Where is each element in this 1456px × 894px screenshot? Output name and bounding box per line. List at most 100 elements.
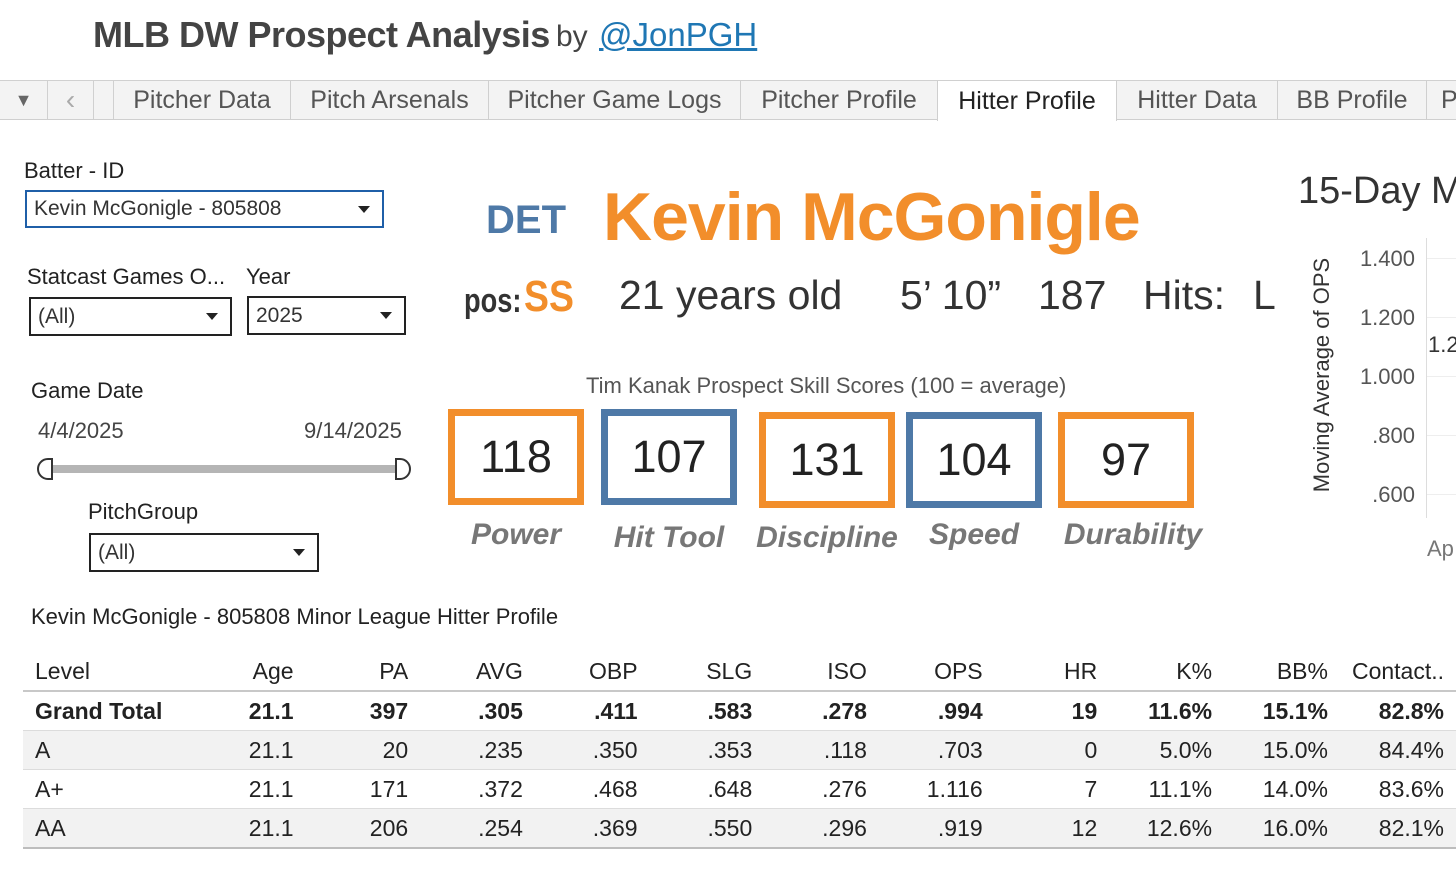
cell-age: 21.1 (248, 814, 294, 841)
cell-contact: 82.8% (1378, 697, 1444, 724)
cell-iso: .278 (822, 697, 867, 724)
statcast-games-value: (All) (38, 304, 76, 328)
discipline-score-box: 131 (759, 412, 895, 508)
date-start: 4/4/2025 (38, 418, 124, 443)
cell-age: 21.1 (248, 775, 294, 802)
cell-hr: 7 (1084, 775, 1098, 802)
column-header-iso[interactable]: ISO (827, 657, 867, 684)
cell-pa: 20 (382, 736, 409, 763)
power-score-box: 118 (448, 409, 584, 505)
cell-pa: 206 (369, 814, 409, 841)
hitter-profile-table: Level Age PA AVG OBP SLG ISO OPS HR K% B… (23, 652, 1456, 849)
column-header-hr[interactable]: HR (1064, 657, 1098, 684)
cell-bb-pct: 14.0% (1262, 775, 1328, 802)
cell-obp: .350 (592, 736, 638, 763)
table-row: AA 21.1 206 .254 .369 .550 .296 .919 12 … (23, 808, 1456, 848)
pitchgroup-value: (All) (98, 540, 136, 564)
tab-pitcher-game-logs[interactable]: Pitcher Game Logs (489, 81, 741, 119)
cell-obp: .411 (594, 697, 638, 724)
tab-pitcher-data[interactable]: Pitcher Data (114, 81, 291, 119)
chart-y-axis (1426, 238, 1427, 518)
discipline-label: Discipline (756, 521, 898, 554)
column-header-slg[interactable]: SLG (706, 657, 753, 684)
tab-hitter-profile[interactable]: Hitter Profile (937, 81, 1117, 121)
gridline (1427, 317, 1456, 318)
caret-down-icon (206, 313, 218, 320)
cell-pa: 171 (369, 775, 409, 802)
year-value: 2025 (256, 303, 303, 327)
tab-bar: ▼ ‹ Pitcher Data Pitch Arsenals Pitcher … (0, 80, 1456, 121)
batter-value: Kevin McGonigle - 805808 (34, 197, 282, 220)
pitchgroup-dropdown[interactable]: (All) (89, 533, 319, 572)
column-header-age[interactable]: Age (252, 657, 294, 684)
cell-pa: 397 (369, 697, 409, 724)
hits-label: Hits: (1143, 272, 1225, 318)
batter-dropdown[interactable]: Kevin McGonigle - 805808 (25, 190, 384, 228)
cell-avg: .372 (478, 775, 523, 802)
batter-label: Batter - ID (24, 158, 125, 183)
date-slider-track[interactable] (42, 465, 402, 473)
hit-tool-label: Hit Tool (613, 521, 725, 554)
cell-slg: .648 (707, 775, 753, 802)
cell-level: A+ (35, 775, 64, 802)
hits-value: L (1253, 272, 1276, 318)
date-slider-start-handle[interactable] (37, 458, 53, 480)
cell-ops: .994 (937, 697, 983, 724)
cell-ops: .703 (937, 736, 983, 763)
column-header-obp[interactable]: OBP (588, 657, 638, 684)
year-label: Year (246, 264, 291, 289)
tab-scroll-left-button[interactable]: ‹ (48, 81, 94, 119)
game-date-label: Game Date (31, 378, 144, 403)
player-name: Kevin McGonigle (603, 179, 1141, 255)
column-header-bb-pct[interactable]: BB% (1276, 657, 1328, 684)
column-header-ops[interactable]: OPS (934, 657, 983, 684)
tab-pitcher-profile[interactable]: Pitcher Profile (741, 81, 938, 119)
table-row-grand-total: Grand Total 21.1 397 .305 .411 .583 .278… (23, 691, 1456, 731)
durability-score-box: 97 (1058, 412, 1194, 508)
column-header-pa[interactable]: PA (379, 657, 409, 684)
author-link[interactable]: @JonPGH (599, 16, 758, 53)
column-header-contact[interactable]: Contact.. (1351, 657, 1444, 684)
cell-bb-pct: 15.1% (1262, 697, 1328, 724)
skill-scores-title: Tim Kanak Prospect Skill Scores (100 = a… (586, 373, 1067, 398)
position-value: SS (524, 272, 574, 321)
cell-age: 21.1 (248, 697, 294, 724)
column-header-level[interactable]: Level (35, 657, 90, 684)
cell-bb-pct: 15.0% (1262, 736, 1328, 763)
cell-k-pct: 5.0% (1159, 736, 1213, 763)
cell-ops: .919 (937, 814, 983, 841)
power-label: Power (470, 518, 562, 551)
tab-hitter-data[interactable]: Hitter Data (1117, 81, 1278, 119)
caret-down-icon (293, 549, 305, 556)
cell-iso: .296 (822, 814, 867, 841)
y-tick-label: .600 (1372, 482, 1415, 507)
tab-pitch-arsenals[interactable]: Pitch Arsenals (291, 81, 489, 119)
cell-iso: .118 (823, 736, 867, 763)
cell-slg: .550 (707, 814, 753, 841)
date-slider-end-handle[interactable] (395, 458, 411, 480)
table-row: A+ 21.1 171 .372 .468 .648 .276 1.116 7 … (23, 770, 1456, 809)
cell-hr: 19 (1071, 697, 1098, 724)
gridline (1427, 435, 1456, 436)
cell-iso: .276 (822, 775, 867, 802)
chart-data-label: 1.2 (1428, 332, 1456, 357)
y-tick-label: .800 (1372, 423, 1415, 448)
gridline (1427, 494, 1456, 495)
tab-menu-button[interactable]: ▼ (0, 81, 48, 119)
page-title: MLB DW Prospect Analysis (93, 14, 550, 55)
cell-avg: .254 (478, 814, 523, 841)
cell-slg: .353 (707, 736, 753, 763)
statcast-games-dropdown[interactable]: (All) (29, 297, 232, 336)
cell-ops: 1.116 (926, 775, 983, 802)
year-dropdown[interactable]: 2025 (247, 296, 406, 335)
tab-bb-profile[interactable]: BB Profile (1278, 81, 1427, 119)
cell-level: A (35, 736, 51, 763)
cell-slg: .583 (707, 697, 753, 724)
durability-label: Durability (1063, 518, 1203, 551)
statcast-games-label: Statcast Games O... (27, 264, 226, 289)
tab-truncated[interactable]: P (1427, 81, 1456, 119)
column-header-avg[interactable]: AVG (475, 657, 523, 684)
column-header-k-pct[interactable]: K% (1176, 657, 1213, 684)
y-tick-label: 1.400 (1359, 246, 1415, 271)
cell-age: 21.1 (248, 736, 294, 763)
